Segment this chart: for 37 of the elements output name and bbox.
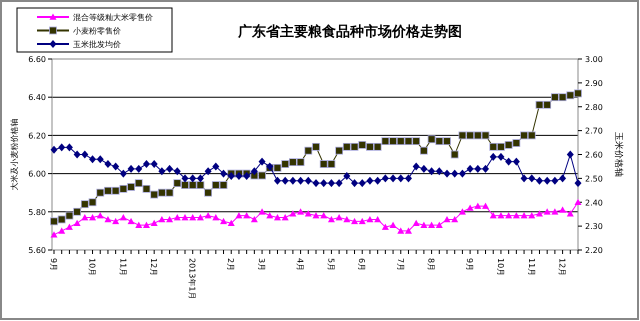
x-tick-label: 10月 bbox=[496, 258, 505, 276]
x-tick-label: 4月 bbox=[296, 258, 305, 272]
x-tick-label: 12月 bbox=[149, 258, 158, 276]
x-tick-label: 2013年1月 bbox=[188, 258, 197, 300]
x-tick-label: 3月 bbox=[257, 258, 266, 272]
y2-tick-label: 2.90 bbox=[585, 78, 603, 88]
x-tick-label: 10月 bbox=[88, 258, 97, 276]
legend-label: 混合等级籼大米零售价 bbox=[73, 13, 153, 22]
legend-label: 玉米批发均价 bbox=[73, 40, 121, 49]
y-tick-label: 6.60 bbox=[28, 55, 46, 64]
x-tick-label: 2月 bbox=[226, 258, 236, 272]
x-tick-label: 11月 bbox=[118, 258, 128, 276]
legend-label: 小麦粉零售价 bbox=[73, 26, 121, 36]
x-tick-label: 5月 bbox=[326, 258, 336, 272]
y-tick-label: 6.00 bbox=[28, 170, 46, 179]
x-tick-label: 9月 bbox=[465, 258, 474, 272]
y2-tick-label: 2.70 bbox=[585, 126, 603, 136]
y2-tick-label: 2.80 bbox=[585, 102, 603, 112]
x-tick-label: 9月 bbox=[49, 258, 58, 272]
y2-tick-label: 3.00 bbox=[585, 55, 603, 64]
chart-title: 广东省主要粮食品种市场价格走势图 bbox=[237, 23, 462, 40]
x-tick-label: 7月 bbox=[396, 258, 405, 272]
x-tick-label: 11月 bbox=[526, 258, 536, 276]
y2-tick-label: 2.40 bbox=[585, 198, 603, 208]
x-tick-label: 8月 bbox=[426, 258, 436, 272]
y2-tick-label: 2.60 bbox=[585, 150, 603, 160]
y-axis-title: 大米及小麦粉价格轴 bbox=[10, 118, 19, 190]
y-tick-label: 5.80 bbox=[28, 208, 46, 217]
y2-tick-label: 2.50 bbox=[585, 174, 603, 184]
x-tick-label: 6月 bbox=[357, 258, 366, 272]
x-tick-label: 12月 bbox=[558, 258, 567, 276]
y-tick-label: 6.20 bbox=[28, 131, 46, 140]
y-tick-label: 5.60 bbox=[28, 246, 46, 255]
y2-axis-title: 玉米价格轴 bbox=[613, 132, 624, 177]
y2-tick-label: 2.30 bbox=[585, 222, 603, 232]
y-tick-label: 6.40 bbox=[28, 93, 46, 102]
y2-tick-label: 2.20 bbox=[585, 246, 603, 255]
